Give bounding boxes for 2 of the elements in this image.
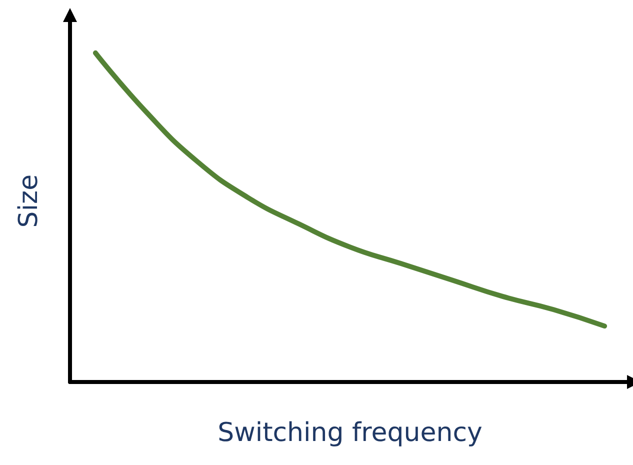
x-axis-title: Switching frequency [218,418,482,448]
y-axis-title: Size [14,174,44,228]
